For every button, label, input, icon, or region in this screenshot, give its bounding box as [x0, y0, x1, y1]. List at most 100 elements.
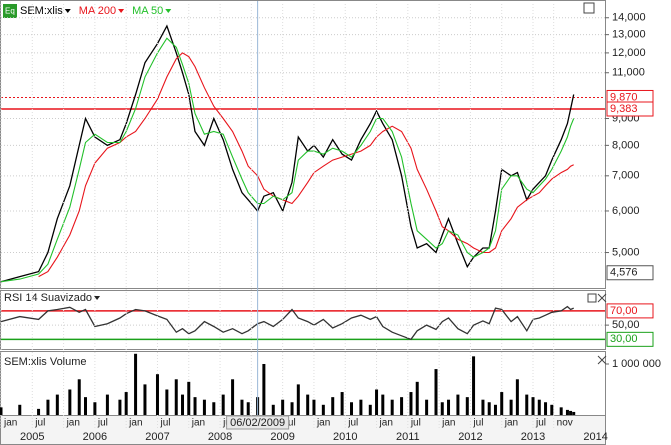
y-tick-label: 14,000	[612, 12, 646, 24]
volume-bar	[202, 399, 206, 415]
volume-bar	[221, 394, 225, 415]
year-label: 2012	[458, 431, 482, 443]
legend-dropdown	[64, 9, 71, 13]
volume-bar	[487, 402, 491, 415]
volume-bar	[246, 402, 250, 415]
volume-bar	[447, 399, 451, 415]
y-tick-label: 12,000	[612, 47, 646, 59]
x-tick-label: jan	[504, 418, 518, 429]
plot: 14,00013,00012,00011,0009,0008,0007,0006…	[0, 1, 661, 443]
x-tick-label: jul	[34, 418, 45, 429]
volume-bar	[118, 399, 122, 415]
x-tick-label: jan	[316, 418, 330, 429]
legend-dropdown	[118, 9, 125, 13]
volume-bar	[340, 392, 344, 415]
year-label: 2006	[83, 431, 107, 443]
volume-bar	[550, 404, 554, 415]
series-line	[0, 24, 575, 283]
volume-bar	[55, 394, 59, 415]
volume-bar	[415, 381, 419, 415]
volume-bar	[77, 379, 81, 415]
volume-bar	[262, 363, 266, 415]
legend-entry[interactable]: SEM:xlis	[20, 5, 63, 17]
panel-legend[interactable]: SEM:xlis Volume	[4, 356, 87, 368]
volume-bar	[509, 399, 513, 415]
legend-dropdown	[165, 9, 172, 13]
crosshair-label: 06/02/2009	[230, 417, 285, 429]
volume-bar	[155, 374, 159, 415]
symbol-icon[interactable]	[3, 4, 17, 18]
reference-label: 30,00	[610, 333, 638, 345]
volume-bar	[400, 397, 404, 415]
volume-bar	[93, 402, 97, 415]
series-line	[0, 305, 574, 341]
volume-bar	[83, 397, 87, 415]
y-tick-label: 50,00	[612, 319, 640, 331]
value-marker-label: 4,576	[610, 267, 638, 279]
volume-bar	[350, 402, 354, 415]
legend-entry[interactable]: MA 200	[79, 5, 116, 17]
x-tick-label: jan	[379, 418, 393, 429]
reference-label: 70,00	[610, 305, 638, 317]
close-button[interactable]	[597, 293, 607, 303]
volume-bar	[271, 404, 275, 415]
x-tick-label: jan	[191, 418, 205, 429]
volume-bar	[105, 394, 109, 415]
volume-bar	[68, 389, 72, 415]
reference-label: 9,870	[610, 91, 638, 103]
year-label: 2010	[333, 431, 357, 443]
volume-bar	[531, 397, 535, 415]
volume-bar	[306, 394, 310, 415]
year-label: 2009	[270, 431, 294, 443]
volume-bar	[290, 402, 294, 415]
volume-bar	[525, 394, 529, 415]
close-button[interactable]	[597, 355, 607, 365]
reference-label-box	[606, 303, 654, 319]
volume-bar	[296, 384, 300, 415]
volume-bar	[409, 392, 413, 415]
price-panel	[0, 0, 606, 289]
volume-bar	[165, 389, 169, 415]
volume-bar	[572, 411, 576, 415]
x-tick-label: jul	[97, 418, 108, 429]
volume-bar	[544, 402, 548, 415]
volume-bar	[46, 399, 50, 415]
volume-bar	[456, 394, 460, 415]
volume-bar	[390, 399, 394, 415]
y-tick-label: 6,000	[612, 205, 640, 217]
volume-bar	[481, 399, 485, 415]
x-tick-label: jan	[128, 418, 142, 429]
x-tick-label: jan	[3, 418, 17, 429]
legend-entry[interactable]: MA 50	[132, 5, 163, 17]
volume-bar	[181, 394, 185, 415]
x-tick-label: jul	[347, 418, 358, 429]
volume-bar	[212, 402, 216, 415]
year-label: 2014	[583, 431, 607, 443]
year-label: 2008	[208, 431, 232, 443]
y-tick-label: 5,000	[612, 246, 640, 258]
panel-legend[interactable]: RSI 14 Suavizado	[4, 292, 92, 304]
y-tick-label: 7,000	[612, 170, 640, 182]
x-axis-panel	[0, 415, 606, 445]
maximize-button[interactable]	[583, 2, 595, 14]
volume-bar	[0, 407, 3, 415]
volume-bar	[465, 397, 469, 415]
volume-bar	[331, 397, 335, 415]
maximize-button[interactable]	[587, 293, 597, 303]
volume-bar	[565, 409, 569, 415]
x-tick-label: jul	[159, 418, 170, 429]
series-line	[38, 52, 574, 278]
volume-bar	[472, 356, 476, 415]
icon-glyph: Eq	[5, 7, 15, 16]
volume-bar	[240, 399, 244, 415]
volume-bar	[381, 394, 385, 415]
volume-bar	[312, 399, 316, 415]
volume-bar	[18, 404, 22, 415]
y-tick-label: 13,000	[612, 29, 646, 41]
volume-bar	[124, 392, 128, 415]
x-tick-label: jul	[535, 418, 546, 429]
volume-bar	[187, 381, 191, 415]
crosshair-label-box	[226, 415, 290, 430]
x-tick-label: jul	[285, 418, 296, 429]
